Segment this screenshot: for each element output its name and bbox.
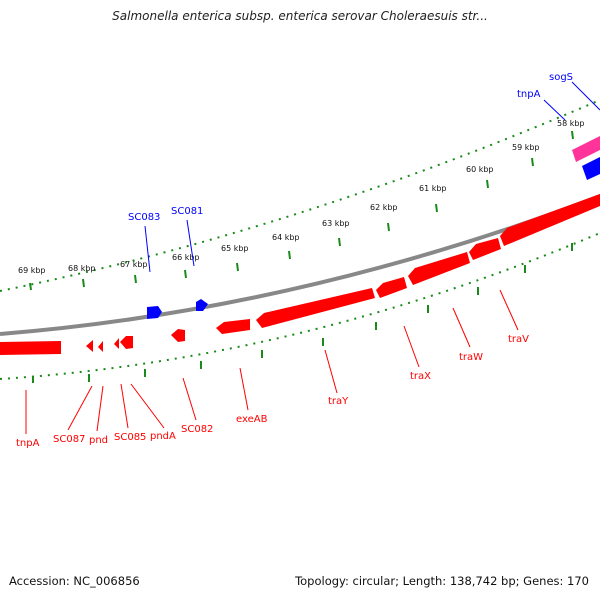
gene-label: traY [328, 396, 349, 407]
gene-arrow [120, 336, 133, 349]
tick-label: 67 kbp [120, 260, 148, 269]
tick-mark [184, 269, 187, 279]
leader-line [120, 383, 129, 429]
tick-label: 59 kbp [512, 143, 540, 152]
tick-mark [571, 130, 574, 140]
minus-label-leaders [25, 289, 519, 434]
gene-label: exeAB [236, 414, 268, 425]
tick-label: 63 kbp [322, 219, 350, 228]
tick-label: 65 kbp [221, 244, 249, 253]
leader-line [403, 325, 420, 368]
leader-line [96, 385, 104, 432]
tick-mark [387, 222, 390, 232]
gene-arrow [216, 319, 250, 334]
tick-label: 68 kbp [68, 264, 96, 273]
gene-label: pnd [89, 435, 108, 446]
gene-arrow [147, 306, 162, 319]
gene-arrow [0, 341, 61, 355]
outer-major-ticks [29, 130, 574, 291]
gene-label: SC085 [114, 432, 146, 443]
gene-arrow [98, 341, 103, 352]
gene-arrow [376, 277, 407, 298]
gene-label: SC083 [128, 212, 160, 223]
tick-label: 58 kbp [557, 119, 585, 128]
tick-mark [82, 278, 85, 288]
gene-arrow [114, 338, 119, 349]
gene-label: traW [459, 352, 483, 363]
gene-label: SC087 [53, 434, 85, 445]
tick-label: 69 kbp [18, 266, 46, 275]
tick-labels: 58 kbp 59 kbp 60 kbp 61 kbp 62 kbp 63 kb… [18, 119, 585, 275]
leader-line [571, 81, 600, 111]
summary-text: Topology: circular; Length: 138,742 bp; … [295, 574, 589, 588]
gene-arrow [171, 329, 185, 342]
inner-major-ticks [32, 243, 573, 383]
gene-label: traV [508, 334, 529, 345]
leader-line [130, 383, 165, 429]
tick-label: 62 kbp [370, 203, 398, 212]
rna-gene-arrow [572, 136, 600, 162]
tick-mark [486, 179, 489, 189]
gene-label: SC082 [181, 424, 213, 435]
plus-label-leaders [144, 81, 600, 273]
tick-mark [134, 274, 137, 284]
plus-strand-genes [147, 157, 600, 319]
outer-tick-ring [0, 99, 600, 292]
minus-strand-genes [0, 194, 600, 355]
gene-label: tnpA [16, 438, 40, 449]
tick-mark [435, 203, 438, 213]
tick-label: 64 kbp [272, 233, 300, 242]
gene-arrow [582, 157, 600, 180]
tick-mark [236, 262, 239, 272]
gene-label: sogS [549, 72, 573, 83]
minus-gene-labels: tnpA SC087 pnd SC085 pndA SC082 exeAB tr… [16, 334, 529, 449]
gene-arrow [408, 252, 470, 285]
gene-label: traX [410, 371, 431, 382]
leader-line [239, 367, 249, 411]
gene-arrow [196, 299, 208, 311]
leader-line [499, 289, 519, 331]
accession-text: Accession: NC_006856 [9, 574, 140, 588]
tick-mark [29, 282, 32, 291]
gene-arrow [86, 340, 93, 352]
plus-gene-labels: sogS tnpA SC081 SC083 [128, 72, 573, 223]
leader-line [144, 225, 151, 273]
gene-arrow [500, 194, 600, 246]
gene-arrow [469, 238, 501, 260]
tick-label: 66 kbp [172, 253, 200, 262]
tick-mark [531, 157, 534, 167]
tick-label: 61 kbp [419, 184, 447, 193]
leader-line [452, 307, 471, 348]
leader-line [67, 385, 93, 431]
leader-line [324, 349, 338, 394]
gene-label: SC081 [171, 206, 203, 217]
tick-label: 60 kbp [466, 165, 494, 174]
gene-arrow [256, 288, 375, 328]
tick-mark [338, 237, 341, 247]
gene-label: pndA [150, 431, 176, 442]
leader-line [186, 219, 195, 267]
gene-label: tnpA [517, 89, 541, 100]
map-title: Salmonella enterica subsp. enterica sero… [112, 9, 488, 23]
tick-mark [288, 250, 291, 260]
leader-line [182, 377, 197, 421]
leader-line [543, 99, 566, 121]
